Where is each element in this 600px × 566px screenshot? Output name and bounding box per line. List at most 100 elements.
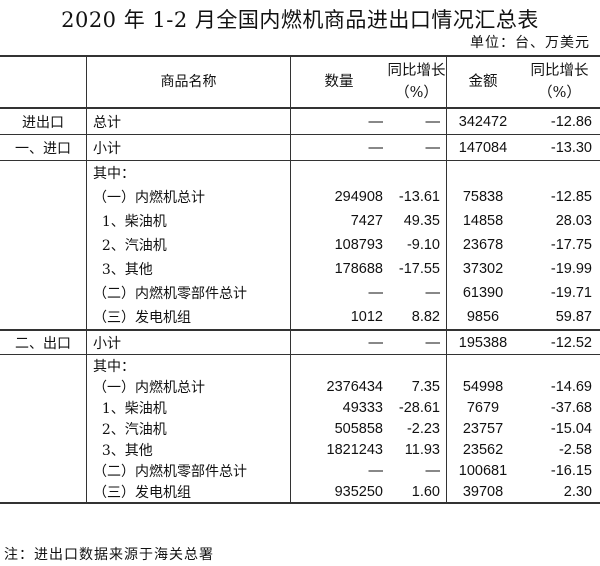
header-amount-yoy: 同比增长 （%）: [519, 55, 600, 109]
row-name: 1、柴油机: [86, 209, 291, 233]
row-name: 3、其他: [86, 439, 291, 460]
row-qty-yoy: -13.61: [387, 185, 447, 209]
row-amount: 14858: [462, 213, 504, 229]
row-qty-yoy: —: [387, 134, 447, 161]
header-qty-yoy-label: 同比增长: [387, 63, 446, 79]
row-qty: 1012: [350, 309, 383, 325]
header-row: 商品名称 数量 同比增长 （%） 金额 同比增长 （%）: [0, 55, 600, 109]
header-qty-yoy: 同比增长 （%）: [387, 55, 447, 109]
row-amount: 100681: [458, 462, 508, 479]
row-qty: 108793: [334, 237, 383, 253]
table-row: 1、柴油机 49333 -28.61 7679 -37.68: [0, 397, 600, 418]
row-group: [0, 185, 87, 209]
row-name: 1、柴油机: [86, 397, 291, 418]
row-amount: 23757: [462, 420, 504, 437]
row-qty-yoy: -2.23: [387, 418, 447, 439]
row-group: [0, 481, 87, 504]
header-category: [0, 55, 87, 109]
row-qty: 935250: [290, 481, 387, 504]
header-qty-yoy-unit: （%）: [395, 85, 438, 101]
row-group: 一、进口: [0, 134, 87, 161]
row-group: [0, 305, 87, 330]
row-qty: 294908: [334, 189, 383, 205]
row-qty: 505858: [334, 420, 383, 437]
row-amount: 75838: [462, 189, 504, 205]
row-amount-yoy: 28.03: [555, 213, 592, 229]
row-name: （二）内燃机零部件总计: [86, 460, 291, 481]
row-amount: 7679: [466, 399, 500, 416]
row-group: [0, 209, 87, 233]
row-name: 2、汽油机: [86, 233, 291, 257]
table-row: 3、其他 178688 -17.55 37302 -19.99: [0, 257, 600, 281]
table-row: （一）内燃机总计 294908 -13.61 75838 -12.85: [0, 185, 600, 209]
header-amount-yoy-label: 同比增长: [530, 63, 589, 79]
row-group: [0, 397, 87, 418]
row-amount-yoy: [519, 161, 600, 186]
row-group: [0, 160, 87, 185]
row-qty: —: [290, 108, 387, 135]
row-qty: —: [290, 329, 387, 355]
header-qty: 数量: [290, 55, 387, 109]
row-amount-yoy: [519, 355, 600, 377]
row-amount-yoy: 2.30: [519, 481, 600, 504]
row-qty: 49333: [342, 399, 383, 416]
table-row: （三）发电机组 935250 1.60 39708 2.30: [0, 481, 600, 504]
row-qty-yoy: 1.60: [387, 481, 447, 504]
table-body: 进出口 总计 — —342472 -12.86 一、进口 小计 — —147084 -13.30 其…: [0, 108, 600, 504]
row-qty-yoy: 8.82: [387, 305, 447, 330]
row-amount-yoy: -17.75: [550, 237, 592, 253]
row-qty: 1821243: [326, 441, 383, 458]
table-row: （二）内燃机零部件总计 — — 61390 -19.71: [0, 281, 600, 305]
row-name: 小计: [86, 134, 291, 161]
row-amount: 23678: [462, 237, 504, 253]
table-row: 3、其他 1821243 11.93 23562 -2.58: [0, 439, 600, 460]
row-qty-yoy: 7.35: [387, 376, 447, 397]
table-row: 一、进口 小计 — —147084 -13.30: [0, 134, 600, 161]
row-amount-yoy: -19.99: [550, 261, 592, 277]
row-group: 二、出口: [0, 329, 87, 355]
row-amount-yoy: -12.85: [550, 189, 592, 205]
row-amount-yoy: -15.04: [550, 420, 592, 437]
table-row: （二）内燃机零部件总计 — — 100681 -16.15: [0, 460, 600, 481]
table-row: 其中：: [0, 354, 600, 377]
row-amount: [447, 355, 520, 377]
row-group: [0, 418, 87, 439]
row-amount: 9856: [466, 309, 500, 325]
table-row: （一）内燃机总计 2376434 7.35 54998 -14.69: [0, 376, 600, 397]
table-row: （三）发电机组 1012 8.82 9856 59.87: [0, 305, 600, 330]
row-amount: 23562: [462, 441, 504, 458]
row-amount: 37302: [462, 261, 504, 277]
table-row: 2、汽油机 505858 -2.23 23757 -15.04: [0, 418, 600, 439]
row-name: 总计: [86, 108, 291, 135]
row-name: （三）发电机组: [86, 481, 291, 504]
row-amount-yoy: -14.69: [550, 378, 592, 395]
row-name: 其中：: [86, 354, 291, 376]
row-name: （二）内燃机零部件总计: [86, 281, 291, 305]
row-qty-yoy: -28.61: [387, 397, 447, 418]
row-group: [0, 439, 87, 460]
row-group: [0, 376, 87, 397]
row-amount: 195388: [446, 329, 519, 355]
table-row: 1、柴油机 7427 49.35 14858 28.03: [0, 209, 600, 233]
row-amount: 61390: [462, 285, 504, 301]
row-qty-yoy: —: [387, 281, 447, 305]
row-qty: —: [368, 285, 384, 301]
row-amount: 39708: [446, 481, 519, 504]
row-group: [0, 354, 87, 376]
row-amount-yoy: -13.30: [519, 134, 600, 161]
row-qty: [291, 161, 388, 186]
row-group: 进出口: [0, 108, 87, 135]
row-qty-yoy: -9.10: [387, 233, 447, 257]
row-name: 3、其他: [86, 257, 291, 281]
row-group: [0, 281, 87, 305]
header-name: 商品名称: [86, 55, 291, 109]
table-row: 进出口 总计 — —342472 -12.86: [0, 108, 600, 135]
summary-table: 商品名称 数量 同比增长 （%） 金额 同比增长 （%） 进出口 总计 — —342472…: [0, 55, 600, 504]
table-title: 2020 年 1-2 月全国内燃机商品进出口情况汇总表: [61, 8, 539, 32]
row-qty-yoy: —: [387, 460, 447, 481]
source-note: 注：进出口数据来源于海关总署: [4, 547, 214, 563]
row-qty-yoy: [387, 160, 447, 185]
row-amount-yoy: -16.15: [550, 462, 592, 479]
row-qty-yoy: [387, 354, 447, 376]
row-name: （三）发电机组: [86, 305, 291, 330]
